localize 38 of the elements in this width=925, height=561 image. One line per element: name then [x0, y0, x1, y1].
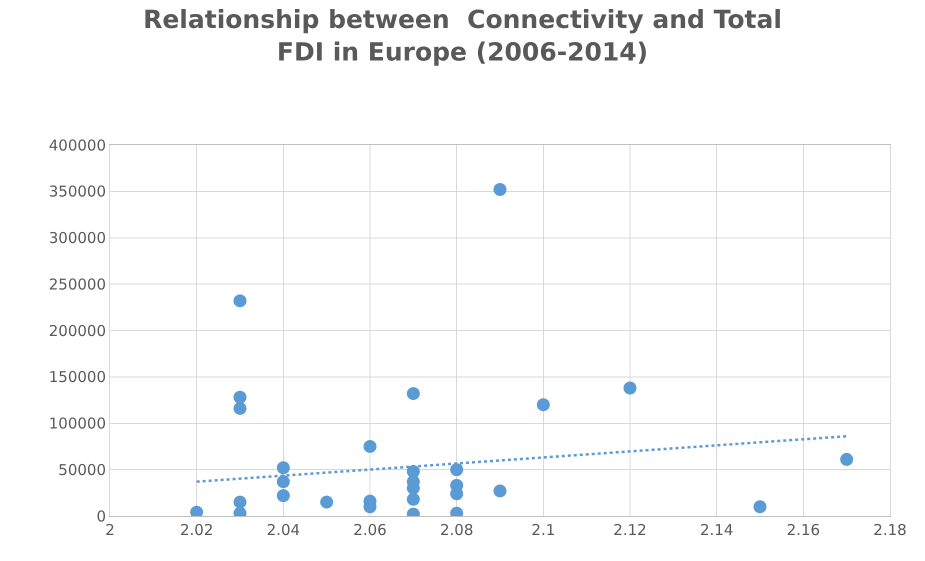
y-tick-label: 250000 [48, 275, 106, 294]
point [234, 390, 246, 404]
y-tick-label: 100000 [48, 414, 106, 432]
point [450, 463, 464, 476]
point [624, 382, 636, 395]
point [234, 402, 246, 415]
x-tick-label: 2.16 [786, 521, 820, 539]
point [406, 387, 420, 400]
x-tick-label: 2.02 [180, 521, 214, 539]
x-tick-label: 2.12 [613, 521, 647, 539]
point [234, 496, 246, 509]
y-tick-label: 400000 [48, 136, 106, 154]
y-tick-label: 350000 [48, 182, 106, 201]
point [494, 484, 506, 498]
point [536, 398, 550, 412]
x-tick-label: 2.08 [440, 521, 474, 539]
point [276, 475, 290, 488]
point [276, 461, 290, 474]
chart-title: Relationship between Connectivity and Total FDI in Europe (2006-2014) [143, 5, 782, 67]
point [364, 440, 376, 453]
point [276, 489, 290, 502]
point [754, 500, 766, 514]
point [320, 496, 334, 509]
y-tick-label: 300000 [48, 229, 106, 247]
x-tick-label: 2 [105, 521, 115, 539]
point [234, 294, 246, 308]
x-tick-label: 2.1 [531, 521, 556, 539]
point [840, 452, 854, 466]
y-tick-label: 50000 [58, 460, 106, 479]
x-tick-label: 2.14 [700, 521, 734, 539]
x-tick-label: 2.04 [266, 521, 300, 539]
point [494, 183, 506, 196]
x-tick-label: 2.18 [873, 521, 907, 539]
point [406, 492, 420, 506]
x-tick-label: 2.06 [353, 521, 387, 539]
y-tick-label: 150000 [48, 368, 106, 386]
y-tick-label: 0 [96, 507, 106, 526]
y-tick-label: 200000 [48, 322, 106, 340]
